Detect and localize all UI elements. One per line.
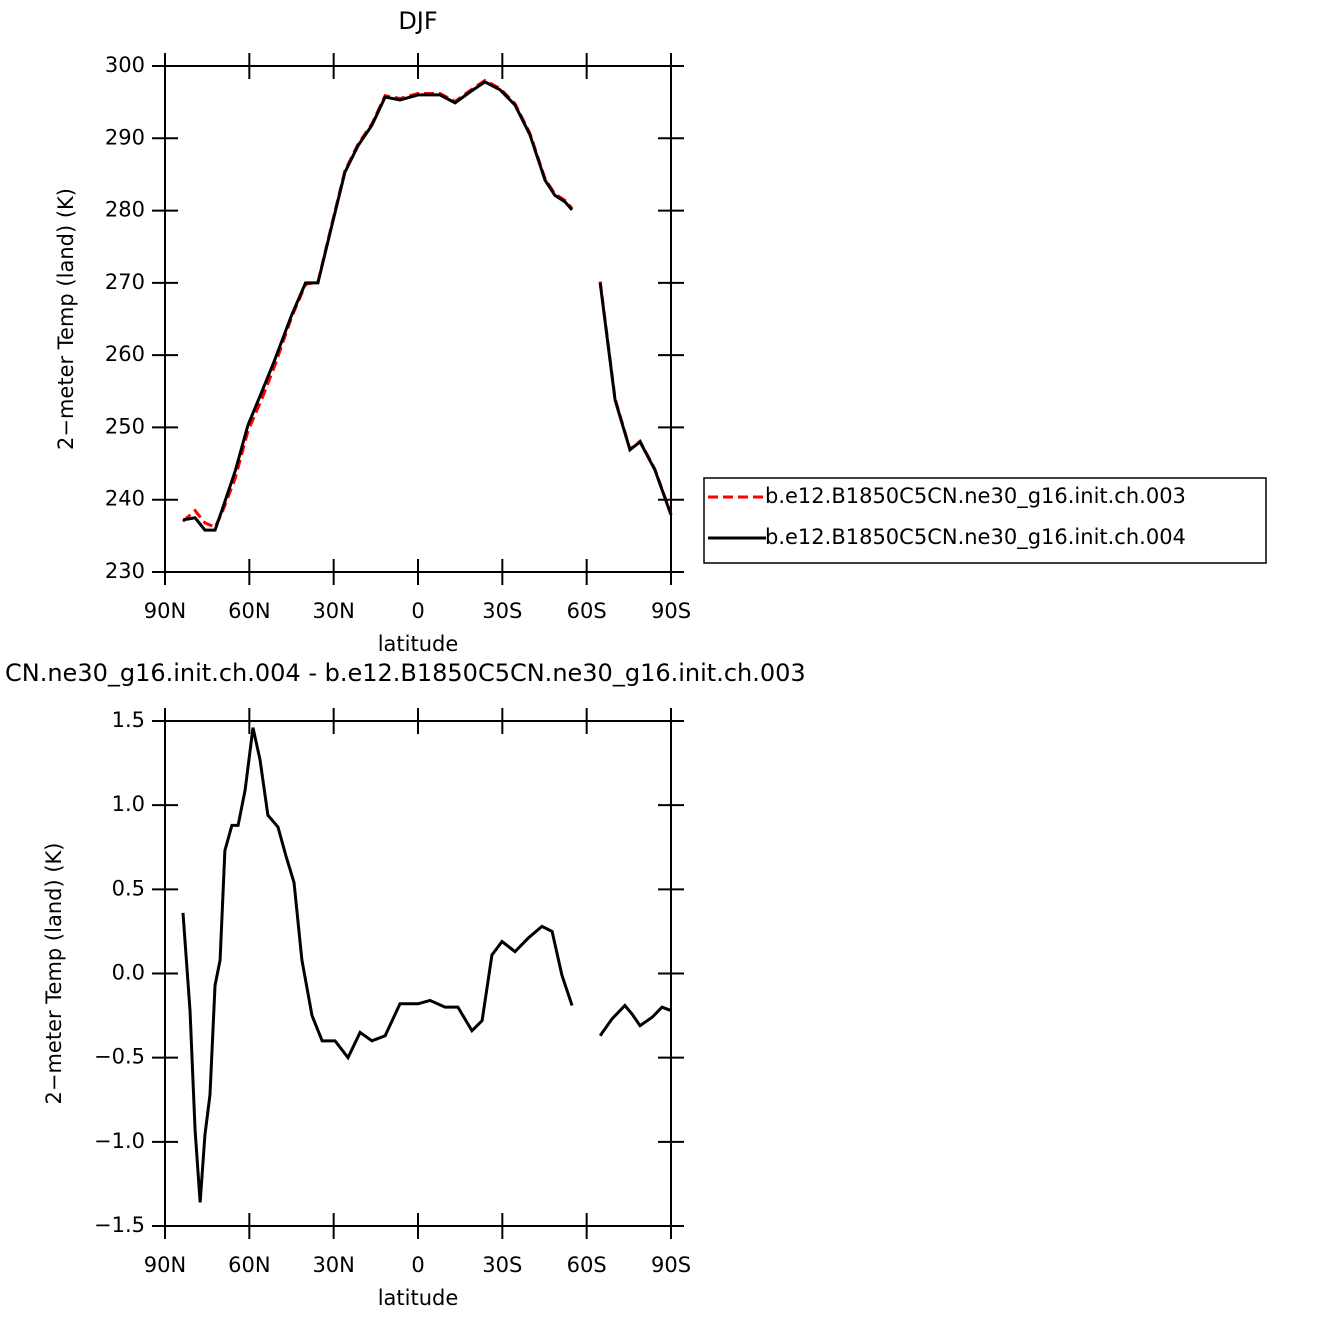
x-tick-label: 60S (567, 1253, 607, 1277)
x-tick-label: 30S (482, 1253, 522, 1277)
x-axis-label: latitude (378, 632, 459, 656)
x-tick-label: 30N (312, 1253, 354, 1277)
y-tick-label: 260 (105, 342, 145, 366)
y-tick-label: 290 (105, 125, 145, 149)
plot-frame (164, 720, 672, 1227)
x-tick-label: 30S (482, 599, 522, 623)
y-tick-label: 1.5 (112, 708, 145, 732)
x-axis-label: latitude (378, 1286, 459, 1310)
y-tick-label: −1.0 (94, 1129, 145, 1153)
x-tick-label: 90S (651, 1253, 691, 1277)
x-tick-label: 30N (312, 599, 354, 623)
legend-label: b.e12.B1850C5CN.ne30_g16.init.ch.003 (765, 484, 1186, 509)
y-tick-label: 270 (105, 270, 145, 294)
x-tick-label: 90N (144, 599, 186, 623)
x-tick-label: 60N (228, 1253, 270, 1277)
y-axis-label: 2−meter Temp (land) (K) (42, 843, 66, 1105)
data-line (598, 1003, 672, 1037)
x-tick-label: 0 (411, 1253, 424, 1277)
chart-title: CN.ne30_g16.init.ch.004 - b.e12.B1850C5C… (5, 659, 806, 687)
data-line (181, 78, 574, 530)
data-line (182, 80, 574, 532)
data-line (181, 727, 574, 1203)
y-axis-label: 2−meter Temp (land) (K) (54, 188, 78, 450)
x-tick-label: 90S (651, 599, 691, 623)
legend-label: b.e12.B1850C5CN.ne30_g16.init.ch.004 (765, 525, 1186, 550)
y-tick-label: 240 (105, 487, 145, 511)
y-tick-label: 0.5 (112, 876, 145, 900)
plot-frame (164, 65, 672, 573)
y-tick-label: 0.0 (112, 961, 145, 985)
x-tick-label: 60N (228, 599, 270, 623)
legend-box (703, 477, 1267, 564)
chart-title: DJF (398, 7, 437, 35)
x-tick-label: 60S (567, 599, 607, 623)
data-line (598, 281, 673, 515)
y-tick-label: 280 (105, 198, 145, 222)
y-tick-label: −1.5 (94, 1213, 145, 1237)
data-line (598, 282, 673, 516)
y-tick-label: 300 (105, 53, 145, 77)
x-tick-label: 0 (411, 599, 424, 623)
y-tick-label: −0.5 (94, 1045, 145, 1069)
x-tick-label: 90N (144, 1253, 186, 1277)
y-tick-label: 1.0 (112, 792, 145, 816)
y-tick-label: 250 (105, 414, 145, 438)
y-tick-label: 230 (105, 559, 145, 583)
